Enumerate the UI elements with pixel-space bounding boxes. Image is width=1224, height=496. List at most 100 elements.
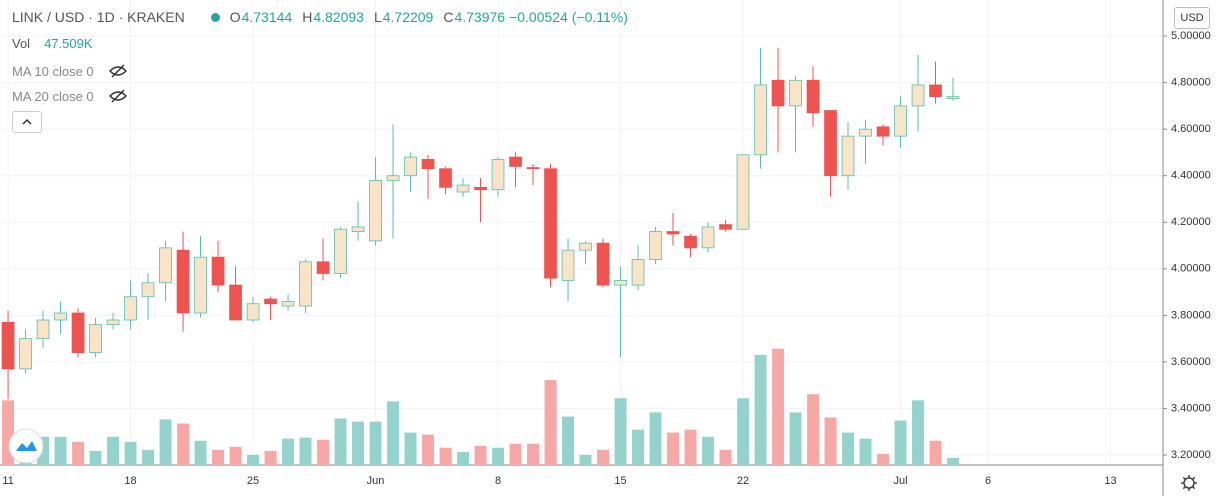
candle-body (701, 226, 715, 249)
x-tick-label: 22 (737, 475, 749, 487)
candle-body (684, 235, 697, 249)
volume-bar (562, 416, 574, 465)
candle-body (404, 156, 417, 177)
legend-value: 4.72209 (382, 9, 434, 25)
y-tick-label: 3.20000 (1171, 449, 1211, 461)
candle-body (159, 247, 172, 284)
candle-body (281, 300, 295, 307)
candle-body (71, 312, 85, 353)
candle-body (141, 282, 155, 298)
volume-bar (422, 434, 434, 465)
volume-bar (877, 453, 889, 465)
logo[interactable] (8, 428, 44, 464)
candle-body (334, 228, 347, 274)
y-tick-label: 4.60000 (1171, 123, 1211, 135)
hidden-icon[interactable] (108, 63, 128, 79)
candle-body (666, 231, 680, 235)
settings-icon[interactable] (1180, 474, 1198, 492)
volume-bar (912, 400, 924, 465)
symbol-title: LINK / USD · 1D · KRAKEN (12, 9, 185, 25)
volume-bar (492, 447, 504, 465)
candle-body (771, 79, 785, 107)
volume-bar (54, 436, 67, 465)
volume-bar (142, 449, 154, 465)
volume-bar (894, 420, 907, 465)
x-tick-label: 18 (124, 475, 136, 487)
volume-bar (859, 438, 872, 465)
legend-change: −0.00524 (−0.11%) (509, 9, 628, 25)
candle-body (841, 135, 855, 177)
volume-bar (387, 401, 399, 465)
candle-body (439, 168, 452, 188)
collapse-button[interactable] (12, 111, 42, 133)
volume-bar (527, 443, 539, 465)
y-tick-label: 3.60000 (1171, 356, 1211, 368)
volume-bar (597, 449, 609, 465)
candle-body (194, 256, 207, 314)
candle-body (264, 298, 277, 305)
candle-body (1, 321, 15, 370)
candle-body (526, 167, 540, 170)
y-tick-label: 4.40000 (1171, 170, 1211, 182)
volume-bar (229, 446, 242, 465)
header: LINK / USD · 1D · KRAKEN O 4.73144 H 4.820… (12, 9, 628, 25)
volume-bar (124, 441, 137, 465)
indicator-row[interactable]: MA 20 close 0 (12, 88, 128, 104)
candle-body (491, 159, 505, 191)
candle-body (246, 303, 260, 321)
candle-body (876, 126, 890, 137)
volume-bar (194, 440, 207, 465)
x-tick-label: 11 (2, 475, 13, 487)
volume-bar (317, 439, 329, 465)
volume-bar (509, 443, 522, 465)
volume-bar (247, 454, 259, 465)
y-tick-label: 5.00000 (1171, 30, 1211, 42)
volume-bar (632, 429, 644, 465)
candle-body (106, 319, 120, 326)
x-tick-label: 15 (614, 475, 626, 487)
candle-body (89, 324, 102, 353)
candle-body (316, 261, 330, 274)
candle-body (474, 186, 487, 191)
x-tick-label: Jul (893, 475, 907, 487)
candle-body (929, 84, 942, 97)
legend-label: O (229, 9, 241, 25)
volume-bar (544, 380, 557, 465)
volume-bar (947, 457, 959, 465)
volume-bar (649, 412, 662, 465)
volume-bar (474, 445, 487, 465)
candle-body (36, 319, 50, 340)
volume-bar (457, 451, 469, 465)
x-tick-label: 13 (1104, 475, 1116, 487)
volume-bar (439, 447, 452, 465)
candle-body (579, 242, 592, 251)
candle-body (386, 175, 400, 181)
hidden-icon[interactable] (108, 88, 128, 104)
candle-body (736, 154, 750, 230)
indicator-row[interactable]: MA 10 close 0 (12, 63, 128, 79)
candle-body (421, 159, 435, 170)
volume-bar (212, 449, 224, 465)
volume-bar (352, 421, 364, 465)
candle-body (946, 96, 960, 99)
candle-body (351, 226, 365, 232)
candle-body (754, 84, 767, 156)
status-dot (210, 12, 220, 22)
candle-body (719, 224, 732, 230)
candle-body (299, 261, 312, 307)
indicator-label: MA 10 close 0 (12, 63, 94, 79)
y-tick-label: 4.80000 (1171, 77, 1211, 89)
volume-bar (929, 440, 942, 465)
candle-body (824, 110, 837, 177)
y-tick-label: 3.40000 (1171, 402, 1211, 414)
x-tick-label: Jun (367, 475, 385, 487)
candle-body (596, 242, 610, 286)
currency-button[interactable]: USD (1174, 7, 1210, 29)
volume-bar (754, 354, 767, 465)
volume-bar (737, 398, 749, 465)
x-tick-label: 6 (985, 475, 991, 487)
candle-body (614, 280, 627, 286)
volume-legend: Vol 47.509K (12, 36, 93, 51)
